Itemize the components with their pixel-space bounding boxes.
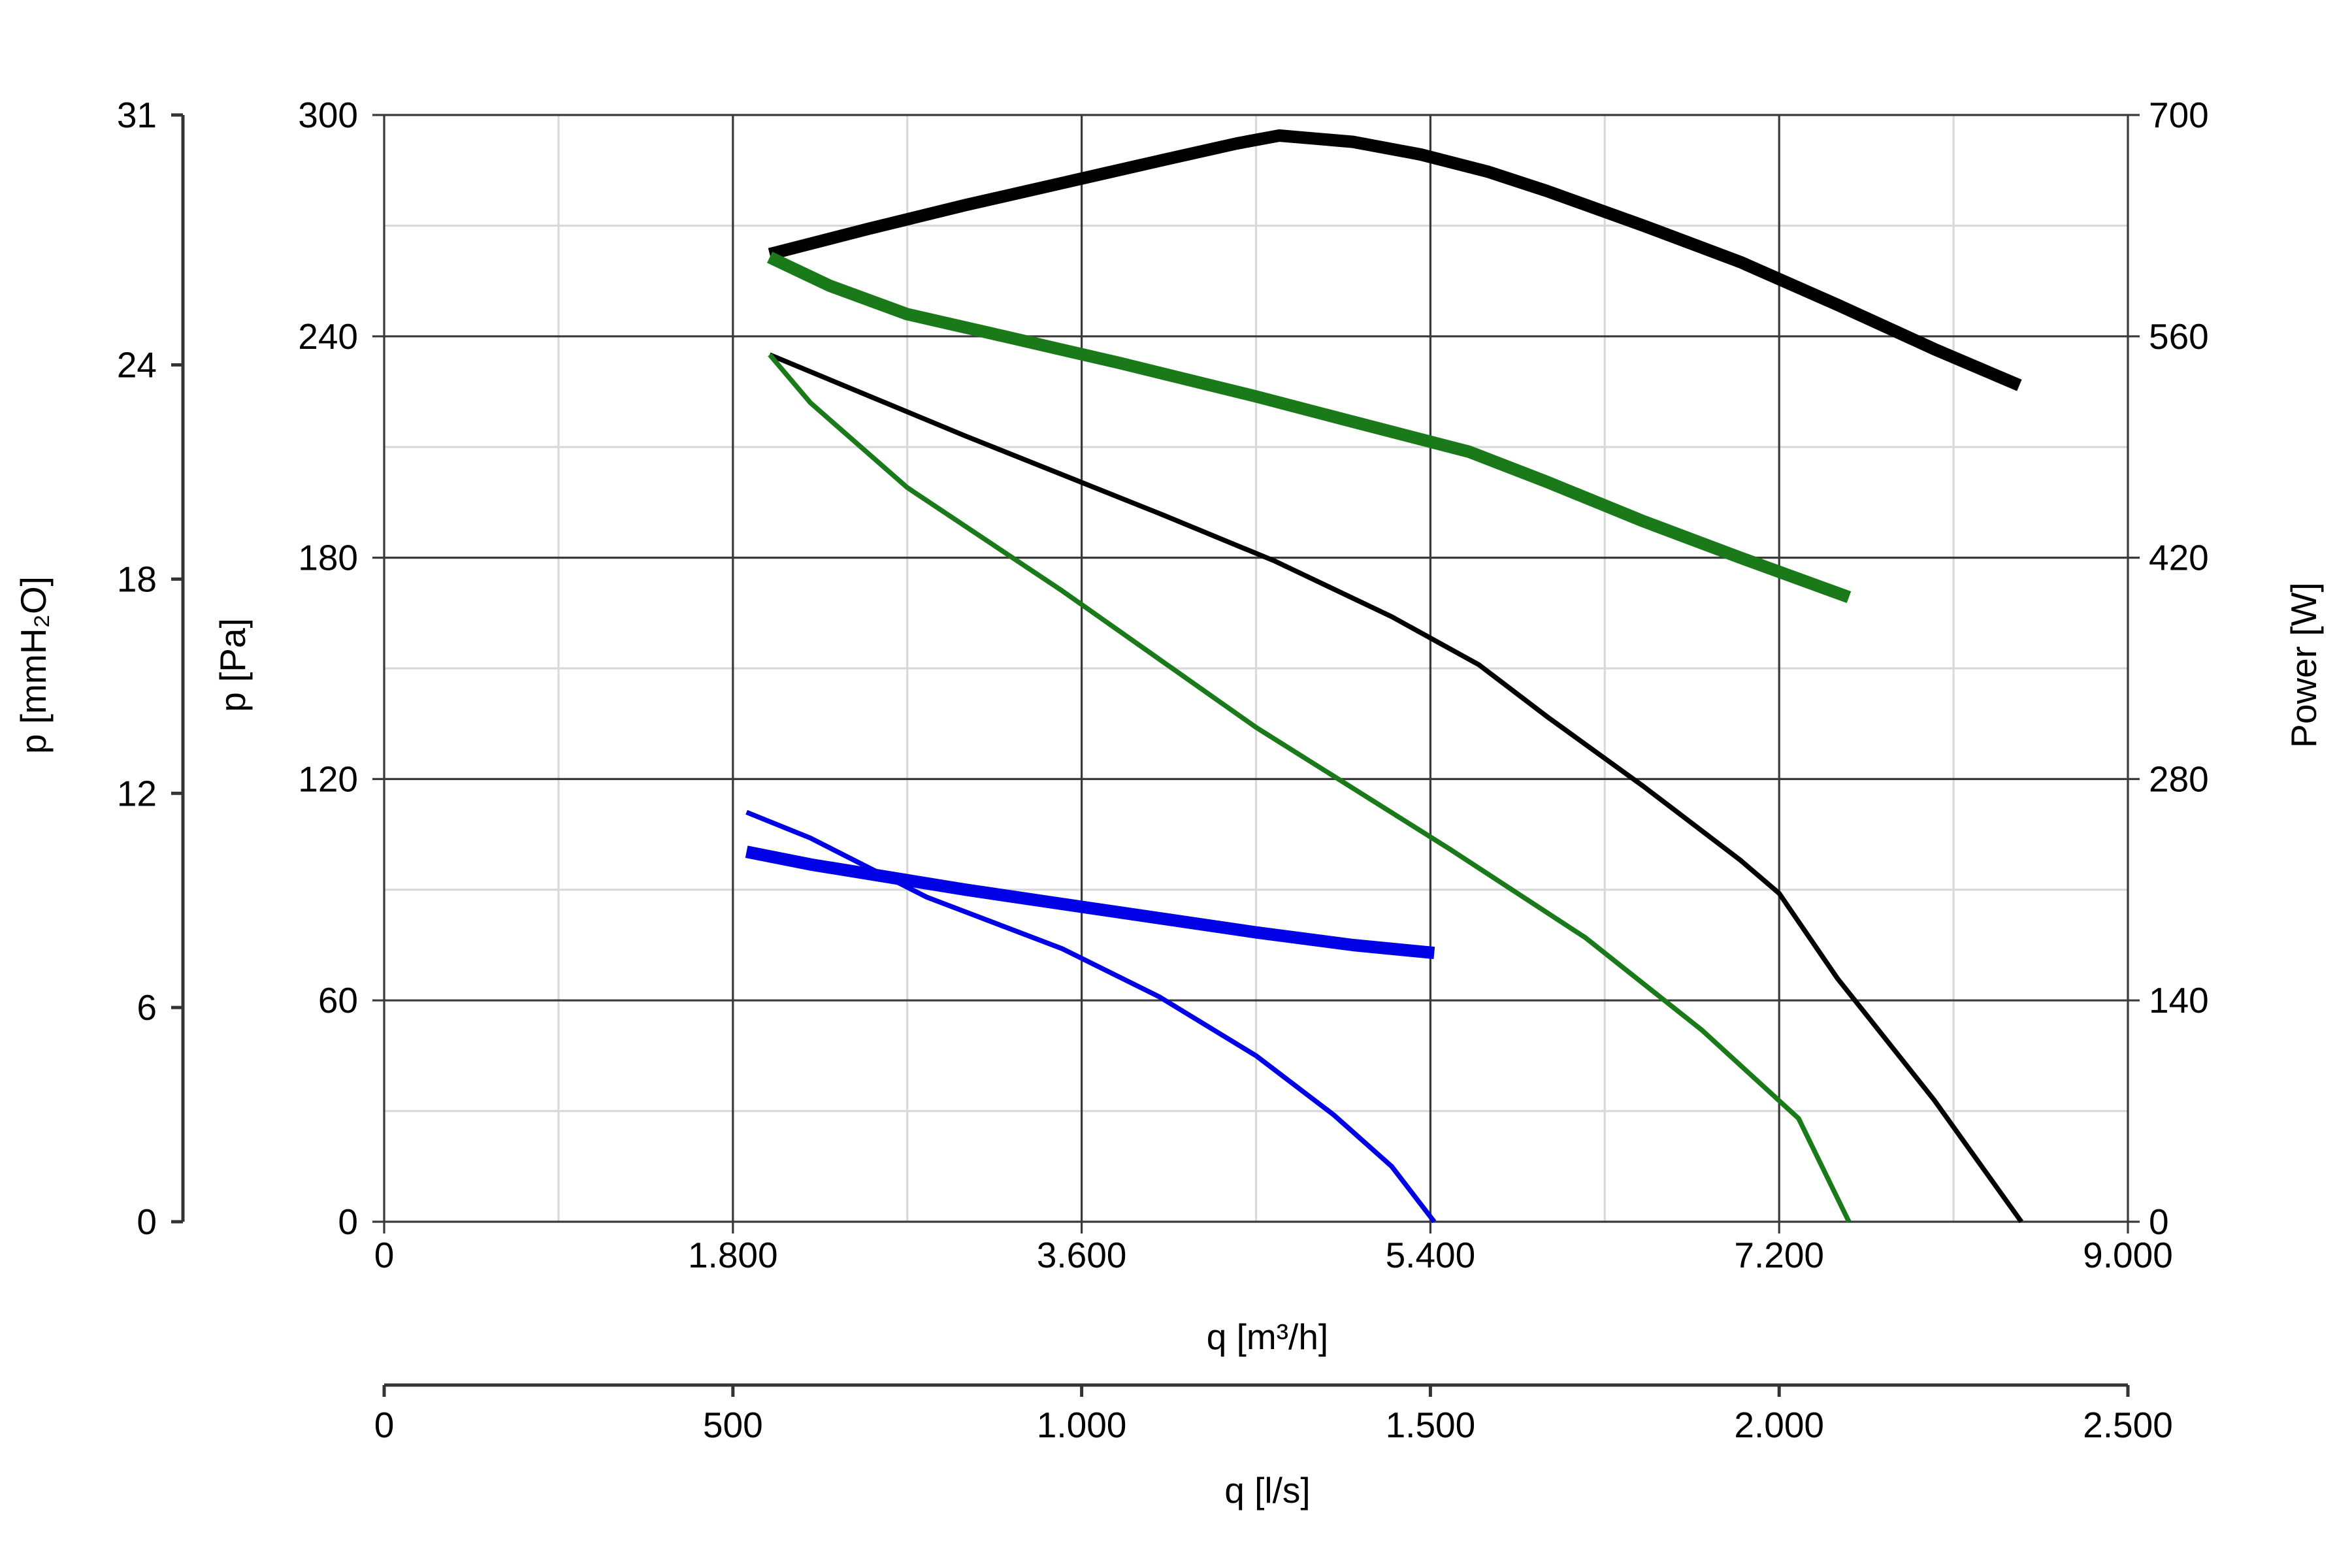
y-right-tick-label: 140 bbox=[2149, 980, 2209, 1021]
y-left-tick-label: 18 bbox=[117, 559, 157, 599]
x-secondary-tick-label: 2.500 bbox=[2083, 1405, 2173, 1445]
x-secondary-tick-label: 1.500 bbox=[1386, 1405, 1476, 1445]
x-primary-tick-label: 5.400 bbox=[1386, 1235, 1476, 1275]
y-left-tick-label: 31 bbox=[117, 95, 157, 135]
x-primary-tick-label: 1.800 bbox=[688, 1235, 778, 1275]
power-curve-4 bbox=[767, 252, 1852, 604]
power-curve-5 bbox=[745, 845, 1435, 960]
x-secondary-tick-label: 500 bbox=[703, 1405, 763, 1445]
x-primary-axis-title: q [m³/h] bbox=[1207, 1316, 1328, 1357]
y-left-tick-label: 24 bbox=[117, 345, 157, 385]
x-primary-tick-label: 3.600 bbox=[1037, 1235, 1127, 1275]
x-secondary-axis-title: q [l/s] bbox=[1224, 1470, 1310, 1511]
y-left-tick-label: 0 bbox=[137, 1201, 157, 1242]
y-primary-axis-title: p [Pa] bbox=[212, 618, 253, 712]
x-primary-tick-label: 9.000 bbox=[2083, 1235, 2173, 1275]
y-right-tick-label: 0 bbox=[2149, 1201, 2169, 1242]
y-secondary-left-axis-title: p [mmH₂O] bbox=[13, 576, 54, 754]
pressure-curve-1 bbox=[768, 353, 1852, 1223]
y-right-tick-label: 700 bbox=[2149, 95, 2209, 135]
y-secondary-right-axis-title: Power [W] bbox=[2283, 582, 2324, 748]
axes bbox=[171, 113, 2140, 1397]
y-primary-tick-label: 120 bbox=[298, 759, 358, 799]
y-right-tick-label: 560 bbox=[2149, 316, 2209, 357]
x-secondary-tick-label: 1.000 bbox=[1037, 1405, 1127, 1445]
y-left-tick-label: 12 bbox=[117, 773, 157, 813]
y-primary-tick-label: 240 bbox=[298, 316, 358, 357]
y-right-tick-label: 420 bbox=[2149, 538, 2209, 578]
power-curve-3 bbox=[768, 129, 2022, 391]
x-primary-tick-label: 7.200 bbox=[1734, 1235, 1824, 1275]
y-primary-tick-label: 0 bbox=[338, 1201, 358, 1242]
x-secondary-tick-label: 0 bbox=[374, 1405, 395, 1445]
curves bbox=[745, 129, 2023, 1224]
y-primary-tick-label: 300 bbox=[298, 95, 358, 135]
labels: 0 1.800 3.600 5.400 7.200 9.00006012018024030… bbox=[117, 95, 2209, 1445]
grid bbox=[383, 114, 2129, 1223]
x-secondary-tick-label: 2.000 bbox=[1734, 1405, 1824, 1445]
y-left-tick-label: 6 bbox=[137, 987, 157, 1028]
pressure-curve-0 bbox=[768, 352, 2023, 1224]
y-primary-tick-label: 60 bbox=[318, 980, 358, 1021]
y-primary-tick-label: 180 bbox=[298, 538, 358, 578]
pressure-curve-2 bbox=[745, 809, 1437, 1224]
x-primary-tick-label: 0 bbox=[374, 1235, 395, 1275]
y-right-tick-label: 280 bbox=[2149, 759, 2209, 799]
